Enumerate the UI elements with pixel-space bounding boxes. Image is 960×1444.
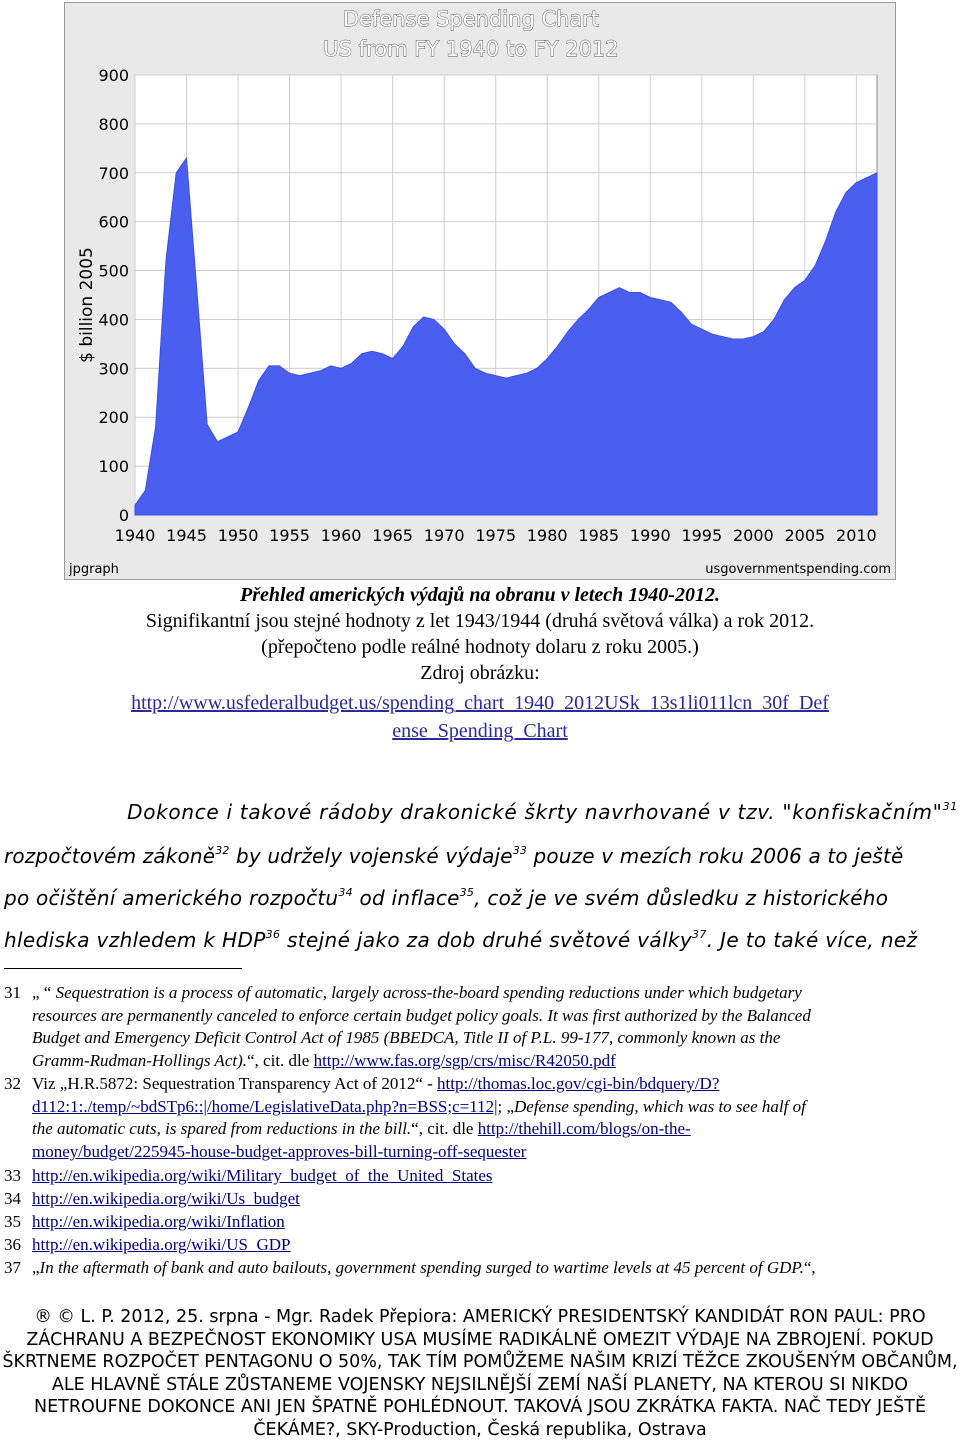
footnote-ref[interactable]: 33 bbox=[512, 844, 528, 857]
chart-x-tick-label: 1980 bbox=[527, 526, 568, 545]
footnote-link[interactable]: http://en.wikipedia.org/wiki/US_GDP bbox=[32, 1235, 291, 1254]
chart-x-tick-labels: 1940 1945 1950 1955 1960 1965 1970 1975 1980 1985… bbox=[115, 526, 877, 545]
chart-x-tick-label: 1945 bbox=[166, 526, 207, 545]
chart-y-tick-label: 200 bbox=[98, 408, 129, 427]
figure-caption-source-label: Zdroj obrázku: bbox=[420, 662, 540, 684]
footnote-ref[interactable]: 35 bbox=[459, 886, 475, 899]
footnote-ref[interactable]: 36 bbox=[265, 928, 281, 941]
footnote-number: 31 bbox=[4, 983, 21, 1002]
chart-area-series bbox=[134, 156, 878, 516]
chart-y-tick-label: 900 bbox=[98, 66, 129, 85]
footnote-number: 37 bbox=[4, 1258, 21, 1277]
footnote-text: Viz „H.R.5872: Sequestration Transparenc… bbox=[32, 1074, 806, 1161]
footer-line: ŠKRTNEME ROZPOČET PENTAGONU O 50%, TAK T… bbox=[2, 1352, 958, 1373]
chart-y-tick-label: 500 bbox=[98, 262, 129, 281]
footer-line: ZÁCHRANU A BEZPEČNOST EKONOMIKY USA MUSÍ… bbox=[26, 1329, 934, 1350]
footnote-ref[interactable]: 32 bbox=[215, 844, 230, 857]
figure-source-link-continued[interactable]: ense_Spending_Chart bbox=[392, 720, 568, 742]
figure-source-link[interactable]: http://www.usfederalbudget.us/spending_c… bbox=[131, 692, 829, 714]
page-footer: ® © L. P. 2012, 25. srpna - Mgr. Radek P… bbox=[0, 1306, 960, 1442]
footnote-number: 33 bbox=[4, 1166, 21, 1185]
figure-caption-line: Signifikantní jsou stejné hodnoty z let … bbox=[145, 610, 815, 632]
chart-x-tick-label: 1990 bbox=[630, 526, 671, 545]
chart-y-tick-label: 100 bbox=[98, 457, 129, 476]
chart-x-tick-label: 1950 bbox=[218, 526, 259, 545]
chart-x-tick-label: 1965 bbox=[372, 526, 413, 545]
figure-caption-title: Přehled amerických výdajů na obranu v le… bbox=[240, 584, 720, 606]
chart-title: Defense Spending Chart bbox=[343, 7, 599, 31]
footnote-link[interactable]: http://thehill.com/blogs/on-the- bbox=[477, 1119, 691, 1139]
chart-x-tick-label: 1955 bbox=[269, 526, 310, 545]
chart-y-tick-label: 400 bbox=[98, 310, 129, 329]
chart-container: 0 100 200 300 400 500 600 700 800 900 1940 1945 195… bbox=[64, 2, 896, 580]
chart-x-tick-label: 2010 bbox=[836, 526, 877, 545]
chart-x-tick-label: 1970 bbox=[424, 526, 465, 545]
chart-x-tick-label: 2005 bbox=[785, 526, 826, 545]
chart-y-tick-label: 0 bbox=[119, 506, 129, 525]
footnote-separator bbox=[4, 968, 242, 969]
footnote-ref[interactable]: 37 bbox=[692, 928, 707, 941]
chart-area-defense-spending bbox=[134, 156, 878, 516]
body-line: po očištění amerického rozpočtu34 od inf… bbox=[4, 886, 889, 910]
footnote-link[interactable]: http://thomas.loc.gov/cgi-bin/bdquery/D? bbox=[437, 1074, 720, 1093]
footnote-text: „ “ Sequestration is a process of automa… bbox=[32, 983, 811, 1070]
footnote-ref[interactable]: 34 bbox=[338, 886, 353, 899]
footer-line: ® © L. P. 2012, 25. srpna - Mgr. Radek P… bbox=[34, 1307, 926, 1327]
footer-line: NETROUFNE DOKONCE ANI JEN ŠPATNĚ POHLÉDN… bbox=[33, 1397, 927, 1418]
chart-x-tick-label: 1985 bbox=[578, 526, 619, 545]
body-line: hlediska vzhledem k HDP36 stejné jako za… bbox=[4, 928, 918, 952]
footnote-link[interactable]: http://www.fas.org/sgp/crs/misc/R42050.p… bbox=[313, 1050, 616, 1070]
footnote-number: 35 bbox=[4, 1212, 21, 1231]
chart-y-tick-label: 600 bbox=[98, 213, 129, 232]
defense-spending-chart: 0 100 200 300 400 500 600 700 800 900 1940 1945 195… bbox=[68, 7, 891, 577]
chart-y-axis-label: $ billion 2005 bbox=[77, 247, 97, 363]
chart-x-tick-label: 1940 bbox=[115, 526, 156, 545]
footnote-link-continued[interactable]: d112:1:./temp/~bdSTp6::|/home/Legislativ… bbox=[32, 1096, 498, 1116]
footnote-link[interactable]: http://en.wikipedia.org/wiki/Military_bu… bbox=[32, 1166, 493, 1185]
chart-watermark-left: jpgraph bbox=[68, 562, 119, 577]
figure-caption-line: (přepočteno podle reálné hodnoty dolaru … bbox=[261, 636, 699, 658]
chart-y-tick-label: 300 bbox=[98, 359, 129, 378]
chart-x-tick-label: 1995 bbox=[681, 526, 722, 545]
footnote-link-continued[interactable]: money/budget/225945-house-budget-approve… bbox=[32, 1141, 527, 1161]
chart-subtitle: US from FY 1940 to FY 2012 bbox=[323, 37, 618, 61]
body-paragraph: Dokonce i takové rádoby drakonické škrty… bbox=[4, 800, 958, 960]
chart-x-tick-label: 1960 bbox=[321, 526, 362, 545]
footnote-number: 32 bbox=[4, 1074, 21, 1093]
footnote-number: 34 bbox=[4, 1189, 21, 1208]
footnote-text: „In the aftermath of bank and auto bailo… bbox=[32, 1258, 816, 1277]
body-line: Dokonce i takové rádoby drakonické škrty… bbox=[127, 800, 958, 824]
chart-watermark-right: usgovernmentspending.com bbox=[705, 562, 891, 577]
footnote-number: 36 bbox=[4, 1235, 21, 1254]
body-line: rozpočtovém zákoně32 by udržely vojenské… bbox=[4, 844, 904, 868]
chart-y-tick-labels: 0 100 200 300 400 500 600 700 800 900 bbox=[98, 66, 129, 525]
chart-x-tick-label: 1975 bbox=[475, 526, 516, 545]
footnote-link[interactable]: http://en.wikipedia.org/wiki/Inflation bbox=[32, 1212, 285, 1231]
chart-x-tick-label: 2000 bbox=[733, 526, 774, 545]
chart-y-tick-label: 700 bbox=[98, 164, 129, 183]
footer-line: ČEKÁME?, SKY-Production, Česká republika… bbox=[253, 1419, 707, 1440]
chart-y-tick-label: 800 bbox=[98, 115, 129, 134]
footnote-ref[interactable]: 31 bbox=[942, 800, 958, 813]
footer-line: ALE HLAVNĚ STÁLE ZŮSTANEME VOJENSKY NEJS… bbox=[51, 1374, 909, 1395]
footnote-link[interactable]: http://en.wikipedia.org/wiki/Us_budget bbox=[32, 1189, 300, 1208]
